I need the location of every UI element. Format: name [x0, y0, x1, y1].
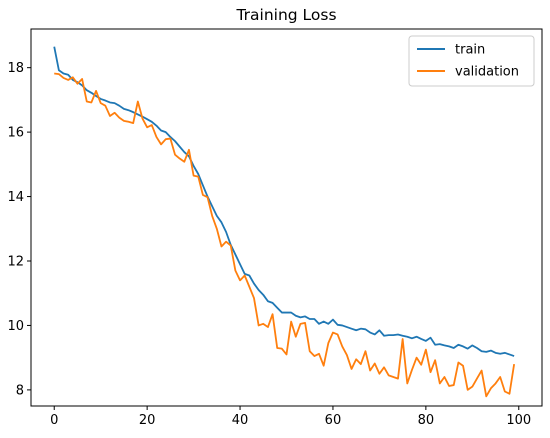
- y-tick-label: 16: [7, 126, 24, 141]
- legend-label-validation: validation: [455, 65, 519, 80]
- series-line-train: [53, 46, 515, 357]
- x-tick-label: 40: [232, 413, 249, 428]
- y-tick-label: 8: [16, 383, 24, 398]
- y-axis: 8 10 12 14 16 18: [7, 61, 31, 398]
- legend: train validation: [408, 35, 535, 87]
- x-tick-label: 80: [418, 413, 435, 428]
- y-tick-label: 10: [7, 319, 24, 334]
- series-layer: [53, 46, 516, 398]
- x-axis: 0 20 40 60 80 100: [50, 406, 531, 428]
- y-tick-label: 12: [7, 255, 24, 270]
- x-tick-label: 0: [50, 413, 58, 428]
- x-tick-label: 100: [506, 413, 531, 428]
- x-tick-label: 20: [139, 413, 156, 428]
- series-line-validation: [54, 72, 516, 398]
- legend-label-train: train: [455, 43, 485, 58]
- plot-frame: [30, 28, 543, 407]
- y-tick-label: 18: [7, 61, 24, 76]
- x-tick-label: 60: [325, 413, 342, 428]
- y-tick-label: 14: [7, 190, 24, 205]
- chart-title: Training Loss: [235, 6, 336, 24]
